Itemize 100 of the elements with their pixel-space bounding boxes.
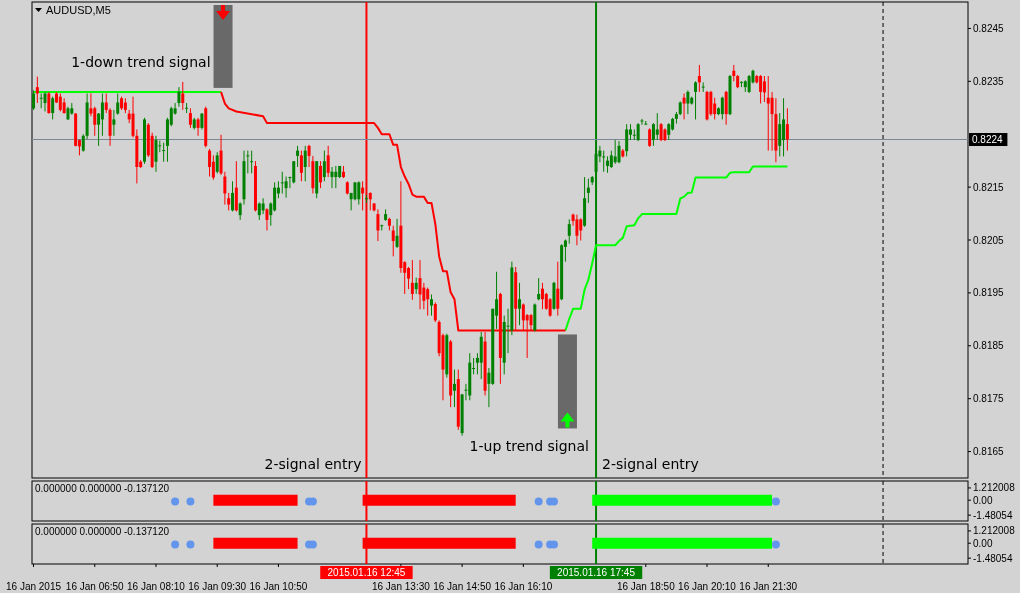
y-tick-label: 0.8235: [973, 75, 1005, 87]
candlestick: [778, 112, 782, 157]
y-tick-label: 0.00: [973, 494, 993, 506]
candlestick: [322, 150, 326, 182]
x-tick-label: 16 Jan 16:10: [494, 581, 553, 592]
candlestick: [579, 217, 583, 242]
candlestick: [426, 287, 430, 317]
candlestick: [407, 266, 411, 290]
candlestick: [452, 369, 456, 408]
candlestick: [433, 301, 437, 323]
candlestick: [32, 89, 36, 111]
chart-title: 0.000000 0.000000 -0.137120: [35, 483, 170, 494]
x-tick-label: 16 Jan 09:30: [188, 581, 247, 592]
candlestick: [632, 128, 636, 141]
candlestick: [762, 75, 766, 103]
candlestick: [686, 89, 690, 115]
candlestick: [395, 218, 399, 249]
candlestick: [759, 74, 763, 105]
ref-line-label: 2015.01.16 12:45: [327, 567, 406, 578]
candlestick: [701, 81, 705, 93]
candlestick: [319, 160, 323, 189]
candlestick: [537, 277, 541, 301]
x-tick-label: 16 Jan 10:50: [249, 581, 308, 592]
x-tick-label: 16 Jan 06:50: [65, 581, 125, 592]
candlestick: [215, 151, 219, 174]
candlestick: [177, 86, 181, 108]
x-tick-label: 16 Jan 08:10: [127, 581, 186, 592]
candlestick: [586, 178, 590, 204]
candlestick: [613, 139, 617, 165]
y-tick-label: 0.8165: [973, 446, 1005, 458]
x-tick-label: 16 Jan 21:30: [739, 581, 798, 592]
candlestick: [709, 90, 713, 117]
y-tick-label: 0.8205: [973, 234, 1005, 246]
y-tick-label: -1.48054: [973, 552, 1013, 564]
candlestick: [575, 214, 579, 246]
y-tick-label: 0.8245: [973, 22, 1005, 34]
y-tick-label: 1.212008: [973, 525, 1016, 537]
candlestick: [556, 261, 560, 317]
chart-title: 0.000000 0.000000 -0.137120: [35, 526, 170, 537]
candlestick: [694, 80, 698, 120]
candlestick: [51, 96, 55, 120]
x-tick-label: 16 Jan 13:30: [371, 581, 431, 592]
candlestick: [410, 259, 414, 301]
candlestick: [284, 176, 288, 199]
candlestick: [376, 208, 380, 242]
candlestick: [35, 76, 39, 104]
candlestick: [188, 107, 192, 129]
candlestick: [231, 180, 235, 212]
candlestick: [567, 218, 571, 245]
ref-line-label: 2-signal entry: [602, 456, 699, 472]
candlestick: [766, 75, 770, 152]
candlestick: [303, 145, 307, 182]
candlestick: [100, 93, 104, 137]
candlestick: [785, 107, 789, 152]
candlestick: [208, 148, 212, 178]
candlestick: [296, 145, 300, 168]
candlestick: [655, 112, 659, 141]
candlestick: [430, 293, 433, 317]
candlestick: [154, 135, 158, 173]
x-tick-label: 16 Jan 20:10: [678, 581, 737, 592]
ref-line-label: 0.8224: [972, 134, 1004, 146]
y-tick-label: -1.48054: [973, 509, 1013, 521]
y-tick-label: 1.212008: [973, 482, 1016, 494]
candlestick: [548, 297, 552, 318]
candlestick: [181, 81, 185, 111]
candlestick: [418, 259, 422, 310]
candlestick: [334, 165, 338, 189]
candlestick: [196, 117, 200, 137]
y-tick-label: 0.8215: [973, 181, 1005, 193]
candlestick: [602, 150, 606, 173]
candlestick: [648, 127, 652, 148]
candlestick: [265, 207, 269, 231]
x-tick-label: 16 Jan 2015: [6, 581, 62, 592]
candlestick: [43, 91, 47, 112]
annotation: 1-up trend signal: [469, 438, 589, 455]
candlestick: [782, 97, 786, 157]
ref-line-label: 2-signal entry: [264, 456, 362, 472]
candlestick: [162, 142, 166, 163]
candlestick: [39, 93, 43, 109]
candlestick: [540, 282, 544, 310]
y-tick-label: 0.8175: [973, 393, 1005, 405]
candlestick: [292, 160, 296, 184]
candlestick: [330, 166, 334, 189]
x-tick-label: 16 Jan 14:50: [433, 581, 492, 592]
candlestick: [211, 154, 215, 181]
candlestick: [391, 225, 395, 257]
candlestick: [724, 90, 728, 126]
candlestick: [326, 145, 330, 178]
candlestick: [518, 282, 522, 326]
candlestick: [697, 64, 701, 93]
candlestick: [47, 91, 51, 115]
candlestick: [651, 122, 655, 147]
candlestick: [234, 160, 238, 212]
candlestick: [299, 150, 303, 182]
y-tick-label: 0.8185: [973, 340, 1005, 352]
y-tick-label: 0.8195: [973, 287, 1005, 299]
candlestick: [357, 180, 361, 206]
chart-title: AUDUSD,M5: [46, 4, 111, 16]
candlestick: [617, 140, 621, 164]
ref-line-label: 2015.01.16 17:45: [557, 567, 636, 578]
